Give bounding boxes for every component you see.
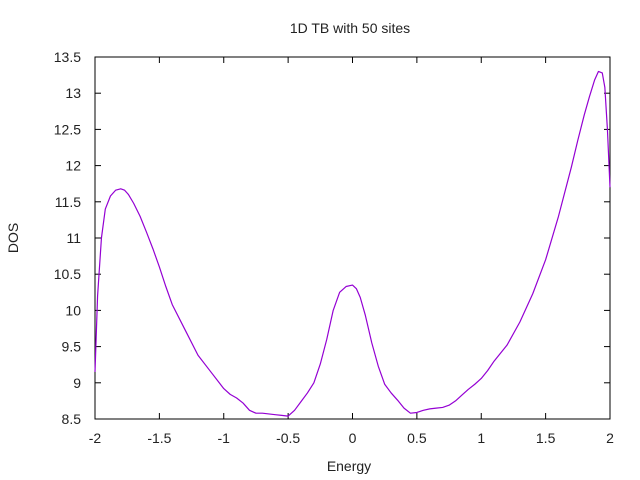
x-tick-label: -1 [218, 430, 231, 446]
y-tick-label: 12.5 [54, 121, 81, 137]
x-tick-label: 2 [606, 430, 614, 446]
y-tick-label: 9.5 [62, 339, 82, 355]
y-tick-label: 13.5 [54, 49, 81, 65]
x-tick-label: 1.5 [536, 430, 556, 446]
y-tick-label: 10 [65, 302, 81, 318]
plot-frame [94, 56, 611, 420]
chart-title: 1D TB with 50 sites [290, 20, 410, 36]
tick-labels: -2 -1.5 -1 -0.5 0 0.5 1 1.5 28.599.51010.51111.5… [54, 49, 614, 446]
x-tick-label: 1 [477, 430, 485, 446]
y-tick-label: 8.5 [62, 411, 82, 427]
y-tick-label: 11.5 [55, 194, 81, 210]
dos-series-line [94, 70, 611, 417]
y-tick-label: 10.5 [54, 266, 81, 282]
y-tick-label: 9 [73, 375, 81, 391]
axis-ticks [94, 56, 611, 420]
x-axis-label: Energy [327, 458, 371, 474]
y-tick-label: 13 [65, 85, 81, 101]
y-tick-label: 11 [66, 230, 81, 246]
x-tick-label: 0.5 [407, 430, 427, 446]
x-tick-label: 0 [349, 430, 357, 446]
x-tick-label: -2 [89, 430, 102, 446]
y-axis-label: DOS [5, 223, 21, 253]
x-tick-label: -1.5 [147, 430, 171, 446]
y-tick-label: 12 [65, 158, 81, 174]
x-tick-label: -0.5 [276, 430, 300, 446]
